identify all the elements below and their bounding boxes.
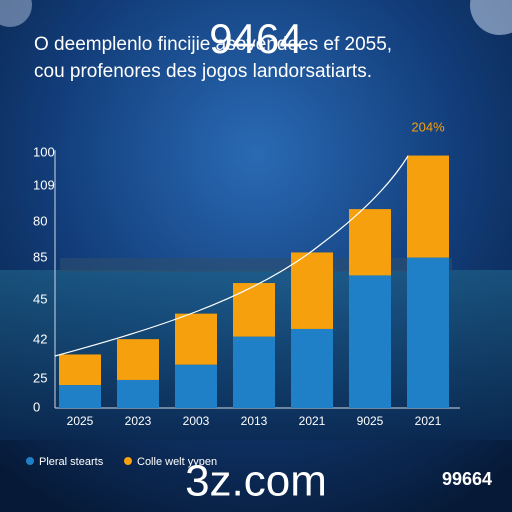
light	[470, 0, 512, 35]
bar-segment	[407, 155, 449, 258]
legend-swatch	[26, 457, 34, 465]
bar-segment	[407, 257, 449, 408]
chart-subtitle: cou profenores des jogos landorsatiarts.	[34, 61, 372, 82]
y-axis-label: 100	[33, 144, 55, 159]
light	[0, 0, 32, 27]
legend-label: Pleral stearts	[39, 456, 104, 468]
bar-segment	[233, 336, 275, 408]
bar-segment	[175, 313, 217, 365]
bar-segment	[117, 379, 159, 408]
y-axis-label: 25	[33, 370, 47, 385]
bar-segment	[175, 364, 217, 408]
y-axis-label: 80	[33, 213, 47, 228]
y-axis-label: 45	[33, 291, 47, 306]
x-tick-label: 9025	[357, 414, 384, 428]
bar-segment	[59, 385, 101, 408]
stadium-banner	[60, 258, 452, 272]
bar-segment	[349, 209, 391, 276]
legend-swatch	[124, 457, 132, 465]
annotation: 204%	[411, 119, 445, 134]
chart-title: O deemplenlo fincijie asovendoes ef 2055…	[34, 34, 392, 55]
x-tick-label: 2021	[299, 414, 326, 428]
trend-line	[54, 155, 409, 357]
overlay-text: 9464	[209, 15, 302, 62]
bar-segment	[291, 328, 333, 408]
x-tick-label: 2021	[415, 414, 442, 428]
bar-segment	[117, 339, 159, 380]
x-tick-label: 2025	[67, 414, 94, 428]
y-axis-label: 85	[33, 249, 47, 264]
x-tick-label: 2023	[125, 414, 152, 428]
y-axis-label: 42	[33, 331, 47, 346]
legend-label: Colle welt yypen	[137, 456, 217, 468]
y-axis-label: 0	[33, 399, 40, 414]
watermark: 3z.com	[185, 457, 327, 506]
x-tick-label: 2013	[241, 414, 268, 428]
y-axis-label: 109	[33, 177, 55, 192]
bar-segment	[291, 252, 333, 329]
bar-segment	[233, 283, 275, 337]
corner-text: 99664	[442, 469, 492, 489]
bar-segment	[59, 354, 101, 386]
bar-segment	[349, 275, 391, 408]
x-tick-label: 2003	[183, 414, 210, 428]
